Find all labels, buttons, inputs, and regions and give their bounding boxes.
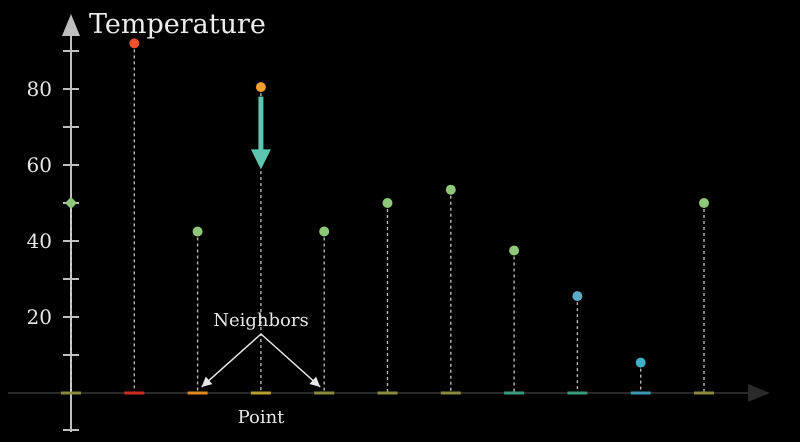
neighbors-label: Neighbors <box>213 310 308 331</box>
y-tick-label: 60 <box>27 153 52 177</box>
y-tick-label: 20 <box>27 305 52 329</box>
data-point <box>699 198 709 208</box>
neighbors-annotation: Neighbors <box>201 310 321 388</box>
neighbor-pointer <box>201 333 262 388</box>
neighbor-pointer-head <box>309 376 321 387</box>
axes: 20 40 60 80 <box>8 14 770 432</box>
data-point <box>319 226 330 237</box>
y-axis-arrowhead <box>62 14 80 36</box>
neighbor-pointer-head <box>201 376 213 387</box>
down-arrow <box>250 96 271 170</box>
data-points <box>65 38 709 368</box>
data-point <box>572 291 583 302</box>
stems <box>70 43 705 393</box>
data-point <box>255 82 266 93</box>
y-tick-label: 40 <box>27 229 52 253</box>
data-point <box>65 197 77 209</box>
data-point <box>129 38 140 49</box>
data-point <box>192 226 203 237</box>
neighbor-pointer <box>260 333 321 388</box>
y-tick-label: 80 <box>27 77 52 101</box>
x-axis-arrowhead <box>748 384 770 402</box>
data-point <box>509 245 520 256</box>
x-axis-label: Point <box>238 407 286 428</box>
y-axis-label: Temperature <box>89 9 266 40</box>
data-point <box>635 357 646 368</box>
data-point <box>445 184 456 195</box>
arrow-head <box>250 149 271 170</box>
data-point <box>382 198 393 208</box>
y-ticks: 20 40 60 80 <box>27 50 79 431</box>
